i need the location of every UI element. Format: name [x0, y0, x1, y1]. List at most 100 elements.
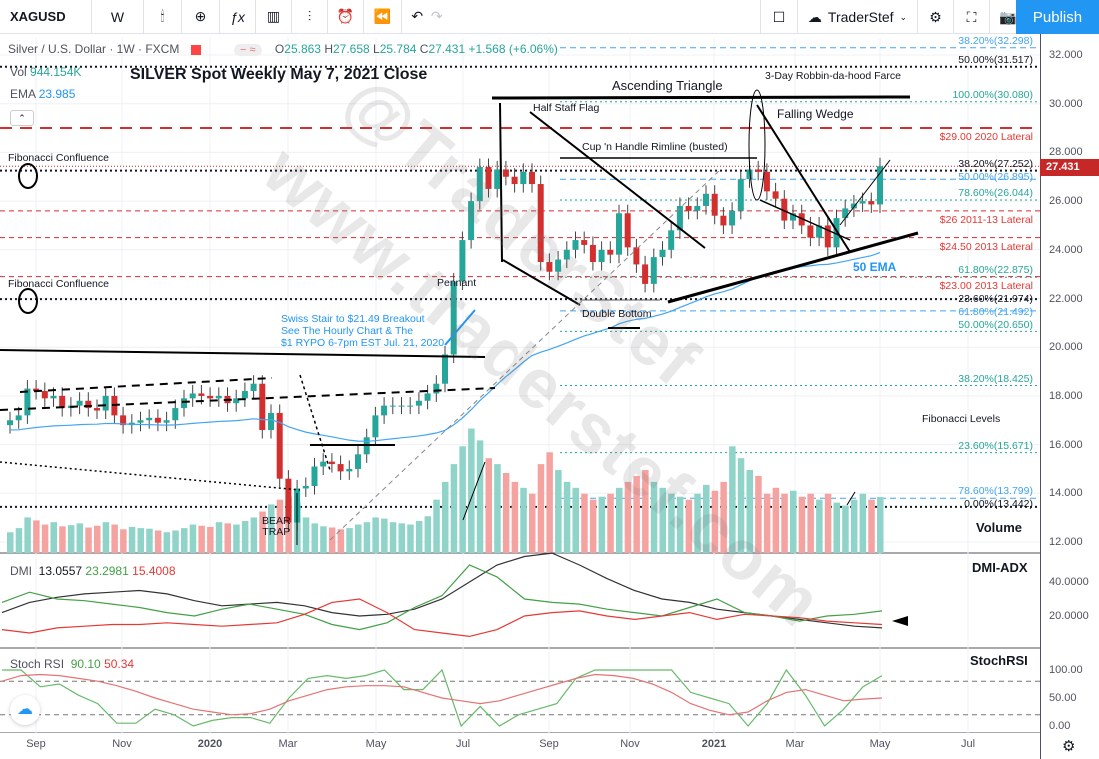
undo-icon[interactable]: ↶: [411, 8, 424, 24]
fib-label: 61.80%(21.492): [958, 305, 1033, 318]
uptrend-line: [839, 159, 891, 226]
ann-half-staff: Half Staff Flag: [533, 102, 600, 114]
volume-bar: [424, 516, 432, 553]
volume-bar: [163, 532, 171, 553]
vol-value: 944.154K: [30, 65, 82, 79]
collapse-legend-button[interactable]: ⌃: [10, 110, 34, 126]
fib-label: 50.00%(31.517): [958, 53, 1033, 66]
replay-icon[interactable]: ⏪: [364, 0, 402, 34]
candles-icon[interactable]: 🕯: [144, 0, 182, 34]
volume-bar: [320, 526, 327, 553]
plus-di-value: 23.2981: [85, 564, 129, 578]
volume-bar: [67, 525, 75, 553]
bear-label: BEAR: [262, 515, 291, 527]
chart-canvas[interactable]: [0, 38, 1040, 733]
ema-label: EMA: [10, 87, 36, 101]
alert-clock-icon[interactable]: ⏰: [328, 0, 364, 34]
volume-bar: [642, 470, 649, 553]
volume-bar: [816, 499, 823, 553]
volume-bar: [346, 528, 353, 553]
volume-bar: [181, 528, 188, 553]
candle: [485, 167, 492, 189]
volume-bar: [511, 481, 519, 553]
volume-bar: [198, 525, 205, 553]
volume-bar: [76, 523, 84, 553]
candle: [285, 478, 292, 523]
flag-icon[interactable]: [190, 44, 201, 55]
volume-bar: [450, 464, 458, 553]
cloud-check-icon: ☁: [807, 8, 822, 25]
settings-gear-icon[interactable]: ⚙: [1062, 738, 1076, 755]
stoch-tick: 0.00: [1049, 720, 1071, 732]
volume-bar: [389, 522, 397, 553]
swiss-arrow: [444, 309, 476, 346]
tradingview-logo-icon[interactable]: ☁: [10, 695, 40, 725]
volume-bar: [398, 523, 405, 553]
candle: [650, 257, 657, 284]
volume-bar: [189, 524, 197, 553]
volume-bar: [41, 524, 49, 553]
volume-bar: [120, 529, 127, 553]
pane-label-stochrsi: StochRSI: [970, 653, 1028, 668]
compare-plus-icon[interactable]: ⊕: [182, 0, 220, 34]
time-tick: Mar: [785, 738, 805, 750]
camera-icon[interactable]: 📷: [999, 8, 1017, 25]
volume-bar: [790, 490, 797, 553]
volume-bar: [233, 524, 240, 553]
layout-square-icon[interactable]: ☐: [760, 0, 798, 34]
chevron-down-icon: ⌄: [899, 11, 908, 22]
legend-toggle-icon[interactable]: − ≈: [234, 44, 262, 56]
volume-bar: [877, 497, 884, 553]
swiss-line-2: See The Hourly Chart & The: [281, 325, 414, 337]
candle: [746, 169, 753, 180]
volume-bar: [729, 446, 736, 553]
time-tick: 2020: [197, 738, 223, 750]
volume-bar: [302, 517, 310, 553]
candle: [763, 171, 770, 192]
volume-bar: [581, 493, 588, 553]
indicators-fx-icon[interactable]: ƒx: [220, 0, 256, 34]
gear-icon[interactable]: ⚙: [918, 0, 954, 34]
candle: [207, 395, 214, 399]
candle: [616, 213, 622, 255]
stoch-d-value: 50.34: [104, 657, 135, 671]
templates-bars-icon[interactable]: ▥: [256, 0, 292, 34]
fib-label: 38.20%(18.425): [958, 372, 1033, 385]
candle: [537, 184, 544, 262]
candle: [76, 400, 83, 406]
dotted-drop: [299, 374, 331, 471]
fib-label: 61.80%(22.875): [958, 264, 1033, 277]
undo-redo: ↶ ↷: [402, 0, 452, 34]
volume-bar: [746, 470, 753, 553]
financials-icon[interactable]: ⫶: [292, 0, 328, 34]
volume-bar: [685, 499, 693, 553]
candle: [833, 218, 840, 248]
price-axis[interactable]: 32.000 30.000 28.000 26.000 24.000 22.000 20.0…: [1040, 34, 1099, 759]
candle: [859, 201, 866, 204]
publish-button[interactable]: Publish: [1016, 0, 1099, 34]
candle: [215, 395, 222, 399]
candle: [311, 466, 318, 486]
volume-bar: [94, 525, 101, 553]
redo-icon[interactable]: ↷: [430, 8, 443, 24]
ann-fib-confluence-1: Fibonacci Confluence: [8, 152, 109, 164]
change-value: +1.568 (+6.06%): [468, 42, 558, 56]
volume-bar: [111, 524, 118, 553]
trap-label: TRAP: [262, 526, 291, 538]
resistance-line: [0, 349, 486, 358]
close-value: 27.431: [428, 42, 466, 56]
candle: [415, 400, 422, 406]
candle: [433, 383, 440, 394]
volume-bar: [328, 527, 336, 553]
interval-button[interactable]: W: [92, 0, 144, 34]
dmi-label: DMI: [10, 564, 32, 578]
symbol-search[interactable]: XAGUSD: [0, 0, 92, 34]
candle: [668, 230, 675, 250]
low-label: L: [373, 42, 380, 56]
volume-bar: [15, 528, 23, 553]
swiss-line-1: Swiss Stair to $21.49 Breakout: [281, 313, 425, 325]
candle: [633, 247, 640, 265]
save-layout-button[interactable]: ☁ TraderStef ⌄: [798, 0, 918, 34]
ann-pennant: Pennant: [437, 277, 477, 289]
fullscreen-icon[interactable]: ⛶: [954, 0, 990, 34]
